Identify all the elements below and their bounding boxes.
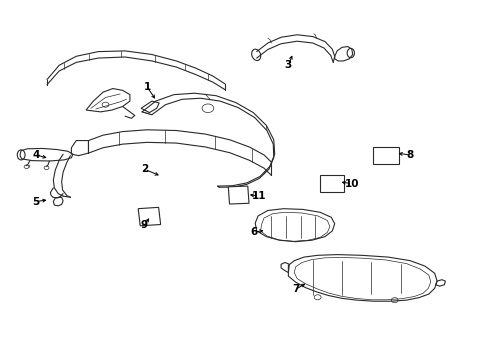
Text: 3: 3 <box>284 60 291 70</box>
Text: 1: 1 <box>143 82 150 92</box>
Text: 10: 10 <box>344 179 358 189</box>
Polygon shape <box>228 186 248 204</box>
Text: 4: 4 <box>32 150 40 160</box>
Text: 5: 5 <box>32 197 40 207</box>
Text: 9: 9 <box>141 220 148 230</box>
Polygon shape <box>138 207 161 226</box>
Polygon shape <box>320 175 344 192</box>
Text: 2: 2 <box>141 164 148 174</box>
Text: 8: 8 <box>406 150 413 160</box>
Text: 7: 7 <box>291 284 299 294</box>
Text: 6: 6 <box>250 227 257 237</box>
Polygon shape <box>372 147 398 164</box>
Text: 11: 11 <box>251 191 266 201</box>
